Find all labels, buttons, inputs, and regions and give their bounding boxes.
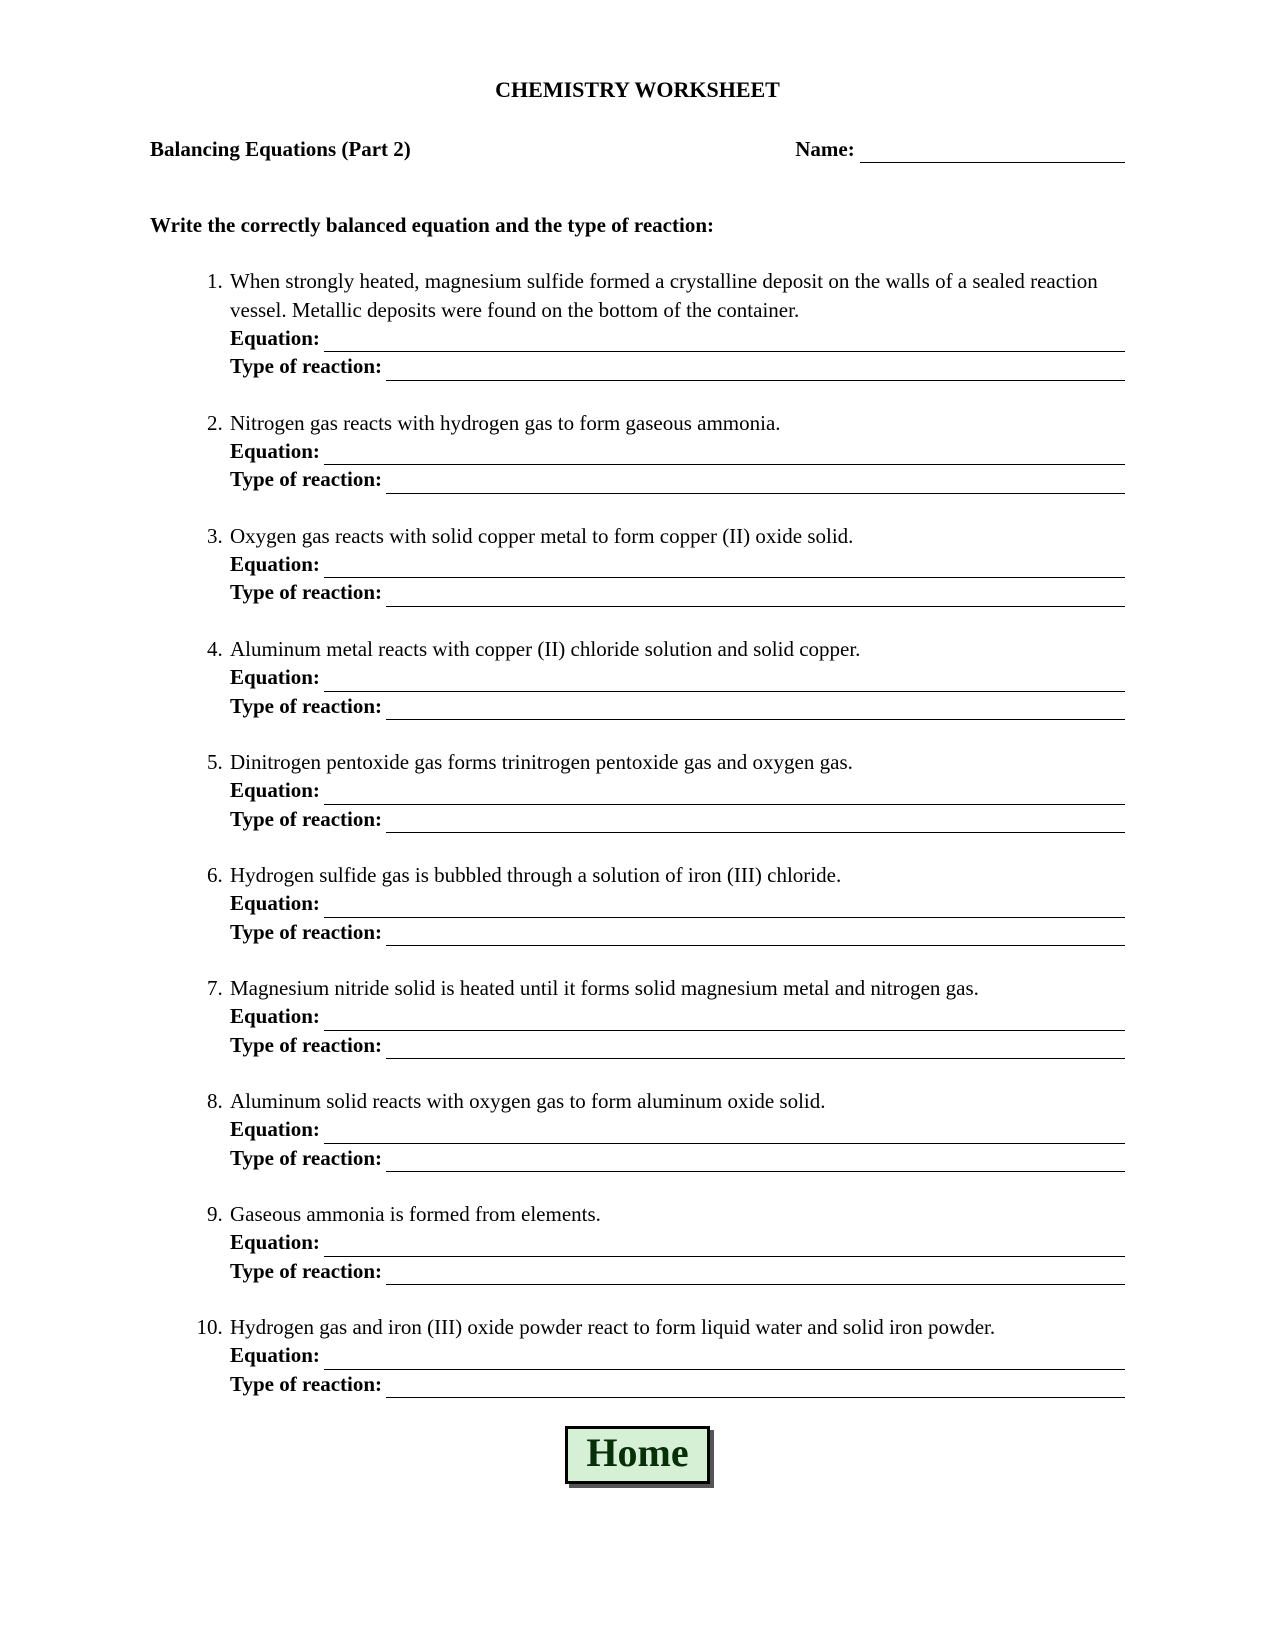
question-prompt: Hydrogen sulfide gas is bubbled through … [230,861,1125,889]
equation-label: Equation: [230,663,320,691]
question-item: Dinitrogen pentoxide gas forms trinitrog… [228,748,1125,833]
name-label: Name: [795,137,854,161]
question-item: Nitrogen gas reacts with hydrogen gas to… [228,409,1125,494]
question-prompt: Nitrogen gas reacts with hydrogen gas to… [230,409,1125,437]
type-label: Type of reaction: [230,1031,382,1059]
equation-label: Equation: [230,1228,320,1256]
type-row: Type of reaction: [230,1144,1125,1172]
question-item: Gaseous ammonia is formed from elements.… [228,1200,1125,1285]
worksheet-subtitle: Balancing Equations (Part 2) [150,135,411,163]
question-prompt: Hydrogen gas and iron (III) oxide powder… [230,1313,1125,1341]
equation-label: Equation: [230,437,320,465]
question-item: Hydrogen sulfide gas is bubbled through … [228,861,1125,946]
question-item: Aluminum solid reacts with oxygen gas to… [228,1087,1125,1172]
type-blank-line[interactable] [386,586,1125,607]
question-prompt: When strongly heated, magnesium sulfide … [230,267,1125,324]
equation-blank-line[interactable] [324,331,1125,352]
equation-blank-line[interactable] [324,1010,1125,1031]
question-item: Oxygen gas reacts with solid copper meta… [228,522,1125,607]
type-label: Type of reaction: [230,352,382,380]
type-label: Type of reaction: [230,465,382,493]
type-label: Type of reaction: [230,805,382,833]
type-blank-line[interactable] [386,1264,1125,1285]
equation-blank-line[interactable] [324,444,1125,465]
equation-row: Equation: [230,437,1125,465]
type-row: Type of reaction: [230,1257,1125,1285]
type-blank-line[interactable] [386,360,1125,381]
type-row: Type of reaction: [230,578,1125,606]
question-item: Aluminum metal reacts with copper (II) c… [228,635,1125,720]
equation-label: Equation: [230,776,320,804]
equation-label: Equation: [230,889,320,917]
equation-row: Equation: [230,324,1125,352]
equation-blank-line[interactable] [324,1123,1125,1144]
name-field: Name: [795,135,1125,163]
equation-row: Equation: [230,1341,1125,1369]
type-row: Type of reaction: [230,352,1125,380]
type-row: Type of reaction: [230,465,1125,493]
instructions-text: Write the correctly balanced equation an… [150,211,1125,239]
equation-label: Equation: [230,550,320,578]
question-item: Magnesium nitride solid is heated until … [228,974,1125,1059]
type-row: Type of reaction: [230,1031,1125,1059]
equation-row: Equation: [230,889,1125,917]
type-blank-line[interactable] [386,473,1125,494]
equation-blank-line[interactable] [324,557,1125,578]
type-label: Type of reaction: [230,1370,382,1398]
equation-row: Equation: [230,550,1125,578]
equation-blank-line[interactable] [324,897,1125,918]
home-button[interactable]: Home [565,1426,709,1484]
type-label: Type of reaction: [230,918,382,946]
equation-row: Equation: [230,1228,1125,1256]
equation-label: Equation: [230,324,320,352]
question-prompt: Gaseous ammonia is formed from elements. [230,1200,1125,1228]
equation-row: Equation: [230,1002,1125,1030]
type-blank-line[interactable] [386,1038,1125,1059]
equation-blank-line[interactable] [324,784,1125,805]
question-prompt: Magnesium nitride solid is heated until … [230,974,1125,1002]
equation-blank-line[interactable] [324,671,1125,692]
type-blank-line[interactable] [386,812,1125,833]
type-row: Type of reaction: [230,692,1125,720]
type-blank-line[interactable] [386,699,1125,720]
page-title: CHEMISTRY WORKSHEET [150,75,1125,105]
equation-blank-line[interactable] [324,1236,1125,1257]
type-blank-line[interactable] [386,925,1125,946]
equation-label: Equation: [230,1341,320,1369]
type-label: Type of reaction: [230,692,382,720]
question-list: When strongly heated, magnesium sulfide … [150,267,1125,1398]
header-row: Balancing Equations (Part 2) Name: [150,135,1125,163]
type-blank-line[interactable] [386,1377,1125,1398]
type-row: Type of reaction: [230,805,1125,833]
question-prompt: Aluminum solid reacts with oxygen gas to… [230,1087,1125,1115]
equation-row: Equation: [230,776,1125,804]
name-blank-line[interactable] [860,142,1125,163]
equation-row: Equation: [230,663,1125,691]
equation-label: Equation: [230,1002,320,1030]
equation-blank-line[interactable] [324,1349,1125,1370]
equation-label: Equation: [230,1115,320,1143]
question-prompt: Dinitrogen pentoxide gas forms trinitrog… [230,748,1125,776]
question-prompt: Oxygen gas reacts with solid copper meta… [230,522,1125,550]
type-label: Type of reaction: [230,1257,382,1285]
type-label: Type of reaction: [230,578,382,606]
type-row: Type of reaction: [230,1370,1125,1398]
question-item: When strongly heated, magnesium sulfide … [228,267,1125,380]
type-row: Type of reaction: [230,918,1125,946]
type-blank-line[interactable] [386,1151,1125,1172]
question-prompt: Aluminum metal reacts with copper (II) c… [230,635,1125,663]
type-label: Type of reaction: [230,1144,382,1172]
question-item: Hydrogen gas and iron (III) oxide powder… [228,1313,1125,1398]
equation-row: Equation: [230,1115,1125,1143]
